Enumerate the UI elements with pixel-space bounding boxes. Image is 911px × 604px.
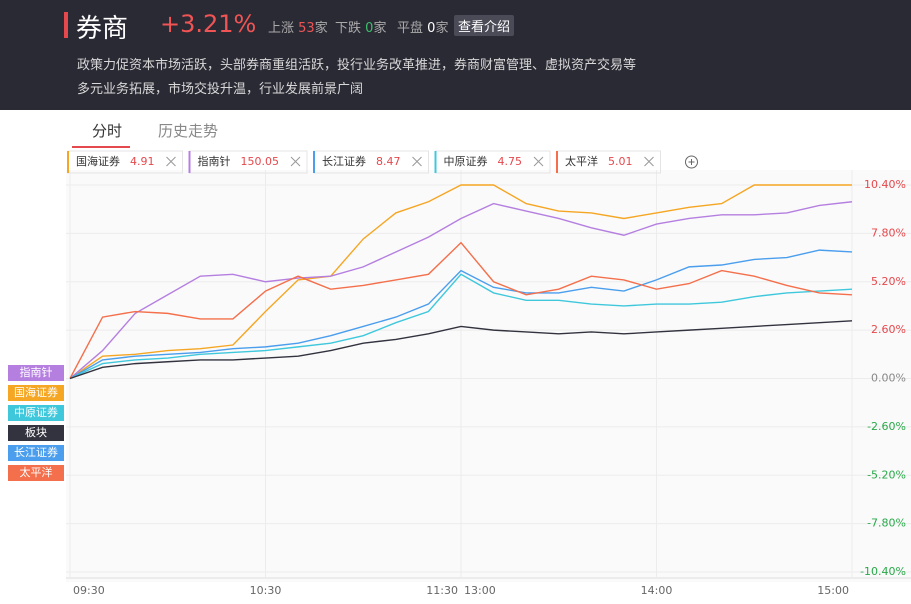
legend-name: 国海证券 — [76, 154, 120, 168]
side-tag — [8, 465, 64, 481]
side-tag-label: 太平洋 — [20, 465, 53, 479]
y-tick-label: 0.00% — [871, 372, 906, 385]
x-tick-label: 13:00 — [464, 584, 496, 597]
y-tick-label: -10.40% — [860, 565, 906, 578]
description: 多元业务拓展，市场交投升温，行业发展前景广阔 — [77, 82, 364, 97]
close-icon — [533, 156, 544, 167]
legend-name: 太平洋 — [565, 154, 598, 168]
description: 政策力促资本市场活跃，头部券商重组活跃，投行业务改革推进，券商财富管理、虚拟资产… — [77, 58, 637, 73]
series-line — [69, 184, 852, 380]
y-tick-label: 2.60% — [871, 323, 906, 336]
close-icon — [412, 156, 422, 167]
side-tag-label: 长江证券 — [14, 445, 58, 459]
intro-button[interactable]: 查看介绍 — [454, 15, 515, 36]
legend-name: 指南针 — [198, 154, 231, 168]
y-tick-label: 7.80% — [871, 226, 906, 239]
legend-chip[interactable]: 太平洋 5.01 — [556, 150, 661, 174]
side-tag — [8, 445, 64, 461]
legend-chip[interactable]: 中原证券 4.75 — [434, 150, 551, 174]
count: 0 — [427, 21, 436, 36]
count: 0 — [365, 21, 374, 36]
x-tick-label: 14:00 — [641, 584, 673, 597]
unit: 家 — [435, 21, 449, 36]
add-plus — [688, 159, 695, 165]
side-tag-label: 中原证券 — [14, 405, 58, 419]
y-tick-label: -5.20% — [867, 468, 906, 481]
legend-name: 长江证券 — [322, 154, 366, 168]
close-icon — [644, 156, 654, 167]
side-tag — [8, 365, 64, 381]
legend-price: 5.01 — [608, 155, 633, 168]
label: 下跌 — [335, 21, 362, 36]
x-tick-label: 11:30 — [426, 584, 458, 597]
tab[interactable]: 历史走势 — [158, 122, 219, 140]
title: 券商 — [76, 14, 129, 44]
label: 平盘 — [397, 21, 424, 36]
count: 53 — [298, 21, 315, 36]
close-icon — [166, 156, 176, 167]
x-tick-label: 09:30 — [73, 584, 105, 597]
series-line — [69, 320, 853, 380]
close-icon — [290, 156, 301, 167]
accent — [64, 12, 68, 38]
unit: 家 — [314, 21, 328, 36]
up: 上涨 53家 — [268, 17, 328, 36]
y-tick-label: 5.20% — [871, 275, 906, 288]
legend-price: 4.75 — [498, 155, 523, 168]
x-tick-label: 10:30 — [250, 584, 282, 597]
side-tag — [8, 405, 64, 421]
legend-price: 4.91 — [130, 155, 155, 168]
legend-chip[interactable]: 指南针 150.05 — [188, 150, 308, 174]
y-tick-label: -7.80% — [867, 517, 906, 530]
change: +3.21% — [160, 10, 257, 38]
series-line — [69, 241, 853, 379]
label: 上涨 — [268, 21, 295, 36]
legend-price: 150.05 — [241, 155, 280, 168]
legend-name: 中原证券 — [444, 154, 488, 168]
down: 下跌 0家 — [335, 17, 386, 36]
side-tag-label: 指南针 — [20, 365, 53, 379]
header: 券商 +3.21% 上涨 53家 下跌 0家 平盘 0家 查看介绍 政策力促资本… — [0, 0, 911, 110]
side-tag-label: 国海证券 — [14, 385, 58, 399]
flat: 平盘 0家 — [397, 17, 448, 36]
series-line — [69, 201, 853, 380]
side-tag-label: 板块 — [25, 425, 47, 439]
y-tick-label: -2.60% — [867, 420, 906, 433]
side-tag — [8, 385, 64, 401]
tab-underline — [72, 146, 130, 148]
x-tick-label: 15:00 — [817, 584, 849, 597]
series-line — [69, 273, 853, 380]
unit: 家 — [373, 21, 387, 36]
y-tick-label: 10.40% — [864, 178, 906, 191]
legend-chip[interactable]: 长江证券 8.47 — [313, 150, 429, 174]
side-tag — [8, 425, 64, 441]
legend-chip[interactable]: 国海证券 4.91 — [67, 150, 183, 174]
add-icon — [685, 155, 698, 169]
legend-price: 8.47 — [376, 155, 401, 168]
plot-bg — [66, 170, 911, 582]
tab[interactable]: 分时 — [92, 122, 123, 140]
series-line — [69, 249, 853, 380]
